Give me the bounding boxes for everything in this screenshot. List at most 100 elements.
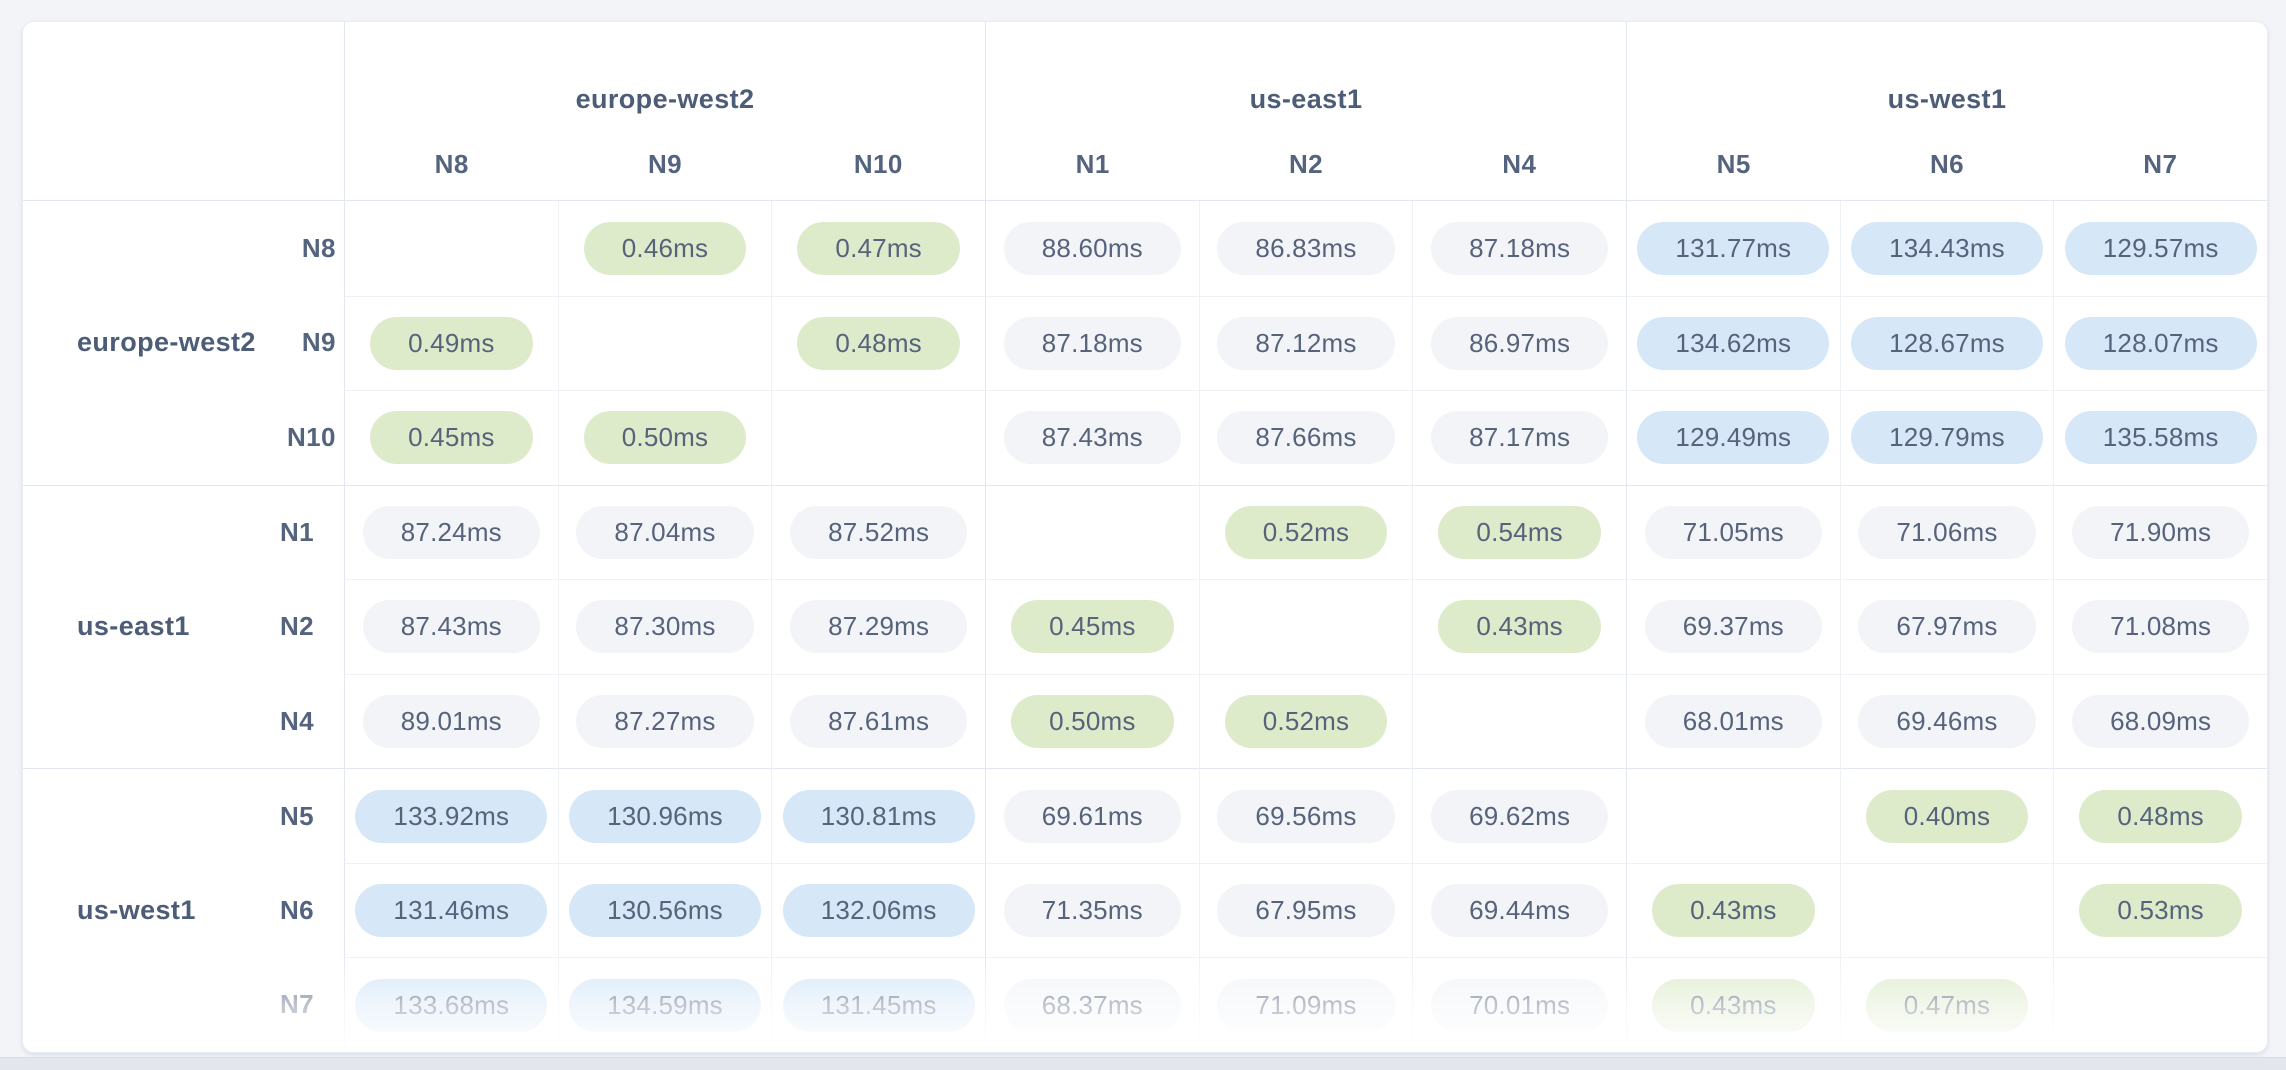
region-row-header: us-east1 N1 N2 N4 [23,484,344,769]
latency-cell: 135.58ms [2053,390,2267,485]
latency-cell: 87.61ms [771,673,985,769]
node-header-label: N4 [1502,149,1537,179]
latency-pill: 87.18ms [1431,221,1609,275]
latency-cell: 134.59ms [557,957,772,1052]
latency-cell: 0.54ms [1412,484,1626,580]
latency-cell: 87.12ms [1198,295,1413,391]
node-header-label: N8 [434,149,469,179]
latency-cell: 69.61ms [985,768,1199,863]
latency-cell: 87.27ms [557,673,772,769]
latency-pill: 87.18ms [1003,316,1181,370]
latency-cell: 87.43ms [344,579,558,674]
latency-cell: 0.48ms [2053,768,2267,863]
node-header-label: N7 [2143,149,2178,179]
latency-pill: 0.45ms [370,411,533,465]
latency-cell [1412,673,1626,769]
region-row-label: europe-west2 [77,327,256,358]
latency-cell: 68.01ms [1626,673,1840,769]
node-header-label: N1 [1075,149,1110,179]
latency-pill: 69.56ms [1217,789,1395,843]
latency-pill: 129.49ms [1637,411,1830,465]
latency-pill: 0.52ms [1224,695,1388,749]
row-node-label: N4 [279,705,314,736]
latency-cell: 131.45ms [771,957,985,1052]
latency-cell: 71.05ms [1626,484,1840,580]
row-node-labels: N8 N9 N10 [256,201,366,485]
latency-cell: 0.43ms [1412,579,1626,674]
latency-pill: 130.96ms [569,789,761,843]
latency-cell: 70.01ms [1412,957,1626,1052]
latency-cell: 87.24ms [344,484,558,580]
latency-pill: 68.37ms [1003,978,1181,1032]
latency-pill: 133.92ms [355,789,548,843]
region-row-label-wrap: europe-west2 [23,201,256,485]
latency-cell [1198,579,1413,674]
latency-cell [1626,768,1840,863]
region-header-label: us-west1 [1887,84,2007,114]
latency-pill: 87.61ms [790,695,968,749]
latency-cell: 69.46ms [1839,673,2054,769]
bottom-strip [0,1057,2286,1070]
latency-cell [344,201,558,296]
latency-pill: 0.49ms [370,316,533,370]
row-node-label: N5 [279,800,314,831]
latency-cell: 0.43ms [1626,862,1840,958]
latency-cell: 130.81ms [771,768,985,863]
latency-cell: 128.67ms [1839,295,2054,391]
latency-pill: 132.06ms [782,884,975,938]
latency-cell: 0.46ms [557,201,772,296]
latency-cell [985,484,1199,580]
latency-pill: 129.79ms [1851,411,2043,465]
latency-pill: 87.12ms [1217,316,1395,370]
latency-cell: 132.06ms [771,862,985,958]
latency-pill: 87.30ms [576,600,754,654]
latency-cell [557,295,772,391]
latency-pill: 0.48ms [797,316,960,370]
region-row-header: europe-west2 N8 N9 N10 [23,201,344,485]
latency-pill: 87.24ms [362,505,540,559]
latency-pill: 134.62ms [1637,316,1830,370]
latency-cell: 0.47ms [771,201,985,296]
latency-pill: 133.68ms [355,978,548,1032]
latency-pill: 87.43ms [362,600,540,654]
latency-matrix-card: europe-west2 N8 N9 N10 us-east1 N1 N2 N4 us-west… [22,21,2268,1053]
latency-pill: 134.59ms [569,978,761,1032]
latency-pill: 68.01ms [1644,695,1822,749]
latency-pill: 68.09ms [2072,695,2250,749]
latency-pill: 71.35ms [1003,884,1181,938]
latency-cell: 87.66ms [1198,390,1413,485]
latency-cell: 133.92ms [344,768,558,863]
latency-cell: 0.47ms [1839,957,2054,1052]
latency-cell: 69.62ms [1412,768,1626,863]
latency-cell: 129.79ms [1839,390,2054,485]
latency-cell: 131.77ms [1626,201,1840,296]
node-header-row: N5 N6 N7 [1627,149,2267,180]
latency-cell: 0.40ms [1839,768,2054,863]
latency-pill: 0.46ms [583,221,747,275]
latency-pill: 0.43ms [1652,884,1815,938]
latency-pill: 69.44ms [1431,884,1609,938]
latency-pill: 0.52ms [1224,505,1388,559]
latency-cell: 87.43ms [985,390,1199,485]
latency-pill: 0.50ms [1011,695,1174,749]
row-node-label: N10 [286,421,336,452]
latency-pill: 131.45ms [782,978,975,1032]
latency-pill: 70.01ms [1431,978,1609,1032]
latency-cell: 87.18ms [1412,201,1626,296]
latency-pill: 69.62ms [1431,789,1609,843]
latency-cell: 0.48ms [771,295,985,391]
row-node-label: N1 [279,517,314,548]
latency-pill: 89.01ms [362,695,540,749]
latency-cell: 71.35ms [985,862,1199,958]
latency-cell: 0.50ms [557,390,772,485]
region-column-header: us-west1 N5 N6 N7 [1626,22,2267,201]
latency-cell: 134.62ms [1626,295,1840,391]
latency-pill: 0.40ms [1865,789,2029,843]
latency-cell: 0.49ms [344,295,558,391]
row-node-label: N2 [279,611,314,642]
row-node-labels: N5 N6 N7 [234,769,344,1052]
region-column-header: europe-west2 N8 N9 N10 [344,22,985,201]
latency-cell: 88.60ms [985,201,1199,296]
latency-cell: 130.96ms [557,768,772,863]
latency-pill: 71.09ms [1217,978,1395,1032]
